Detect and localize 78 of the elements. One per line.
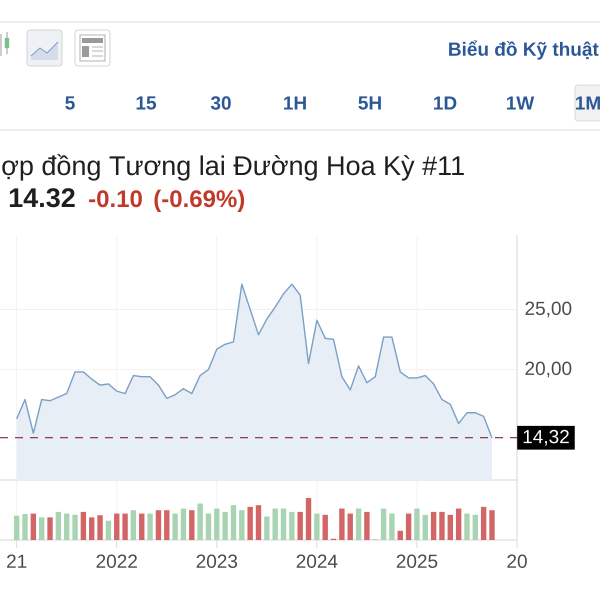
bar xyxy=(106,520,112,540)
bar xyxy=(314,514,320,540)
text: 1W xyxy=(506,96,534,110)
bar xyxy=(439,512,445,540)
bar xyxy=(56,512,62,540)
text: 5H xyxy=(358,96,381,110)
bar xyxy=(89,517,94,540)
bar xyxy=(38,517,44,540)
bar xyxy=(380,508,386,540)
bar xyxy=(180,508,186,540)
bar xyxy=(272,508,278,540)
text: (-0.69%) xyxy=(154,190,244,212)
text: 1H xyxy=(284,96,306,110)
x-tick-label: 2023 xyxy=(196,554,238,568)
bar xyxy=(256,505,262,540)
x-tick-label: 21 xyxy=(7,554,26,568)
bar xyxy=(147,514,153,540)
bar xyxy=(214,508,220,540)
bar xyxy=(80,512,86,540)
x-tick-label: 20 xyxy=(507,554,527,568)
bar xyxy=(364,512,370,540)
x-tick-label: 2024 xyxy=(296,554,338,568)
bar xyxy=(139,514,144,540)
ref-line-label: 14,32 xyxy=(524,430,569,446)
bar xyxy=(430,512,436,540)
bar xyxy=(348,514,353,540)
text: 14.32 xyxy=(10,188,75,208)
bar xyxy=(422,514,428,540)
text: 1D xyxy=(434,96,456,110)
bar xyxy=(197,503,203,540)
bar xyxy=(47,517,53,540)
text: -0.10 xyxy=(89,190,142,208)
bar xyxy=(239,510,245,540)
bar xyxy=(489,510,495,540)
bar xyxy=(480,506,486,540)
bar xyxy=(30,514,36,540)
bar xyxy=(114,514,120,540)
bar xyxy=(356,508,362,540)
bar xyxy=(14,516,20,540)
y-tick-label: 20,00 xyxy=(525,362,572,378)
bar xyxy=(172,514,178,540)
bar xyxy=(230,505,236,540)
bar xyxy=(464,514,470,540)
chart-title: ợp đồng Tương lai Đường Hoa Kỳ #11 xyxy=(2,154,464,181)
bar xyxy=(448,514,453,540)
bar xyxy=(206,514,212,540)
bar xyxy=(122,514,128,540)
bar xyxy=(247,506,253,540)
bar xyxy=(414,508,420,540)
text: 15 xyxy=(136,96,156,110)
bar xyxy=(264,516,270,540)
bar xyxy=(280,508,286,540)
x-tick-label: 2022 xyxy=(96,554,137,568)
bar xyxy=(306,498,312,540)
bar xyxy=(389,514,395,540)
bar xyxy=(22,514,28,540)
bar xyxy=(472,514,478,540)
y-tick-label: 25,00 xyxy=(525,302,572,318)
bar xyxy=(97,515,103,540)
bar xyxy=(406,514,412,540)
bar xyxy=(156,510,162,540)
x-tick-label: 2025 xyxy=(396,554,438,568)
bar xyxy=(339,508,345,540)
bar xyxy=(189,510,194,540)
text: 5 xyxy=(65,96,75,110)
bar xyxy=(322,514,328,540)
bar xyxy=(164,510,170,540)
text: 30 xyxy=(210,96,231,110)
bar xyxy=(289,512,295,540)
bar xyxy=(398,530,403,540)
bar xyxy=(64,514,70,540)
bar xyxy=(130,510,136,540)
bar xyxy=(456,508,462,540)
bar xyxy=(72,514,78,540)
bar xyxy=(222,512,228,540)
bar xyxy=(297,512,303,540)
text: 1M xyxy=(576,96,600,110)
text: Biểu đồ Kỹ thuật xyxy=(449,40,599,60)
